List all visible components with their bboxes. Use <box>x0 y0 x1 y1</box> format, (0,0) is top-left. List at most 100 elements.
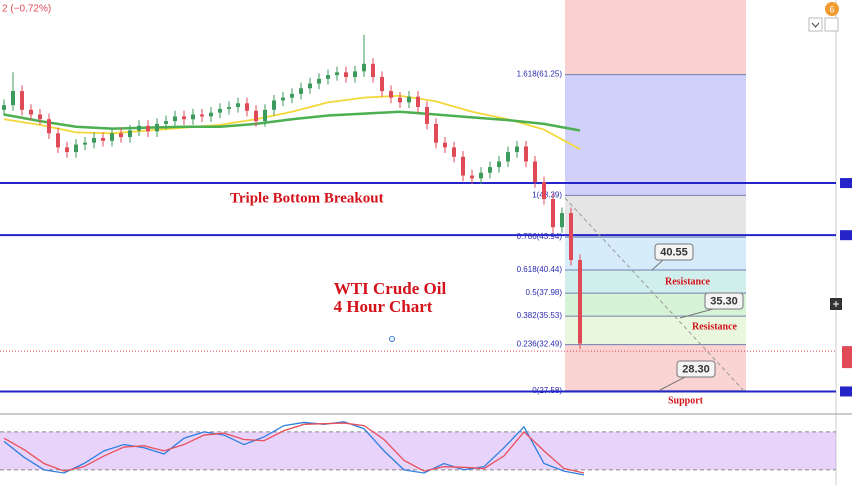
callout-note: Resistance <box>692 321 738 332</box>
candle-body <box>236 103 240 108</box>
candle-body <box>434 123 438 143</box>
moving-average <box>3 94 581 151</box>
candle-body <box>101 138 105 141</box>
callout-box <box>704 292 744 310</box>
candle-body <box>335 72 339 76</box>
candle-body <box>407 96 411 103</box>
icon <box>811 22 820 28</box>
candle-body <box>380 76 384 92</box>
fib-zone <box>565 0 746 75</box>
candle-body <box>551 199 555 228</box>
fib-zone <box>565 344 746 391</box>
last-price-marker <box>842 346 852 369</box>
callout-box <box>654 243 694 261</box>
notification-badge[interactable] <box>825 2 839 16</box>
annotation: WTI Crude Oil <box>334 279 447 298</box>
candle-body <box>524 146 528 162</box>
candle-body <box>56 133 60 148</box>
level-marker <box>840 230 852 241</box>
candle-body <box>92 138 96 143</box>
scroll-down-button[interactable] <box>808 17 823 32</box>
candle-body <box>362 63 366 72</box>
callout-note: Resistance <box>665 276 711 287</box>
candle-body <box>569 213 573 261</box>
callout-value: 35.30 <box>710 295 738 307</box>
annotation: 4 Hour Chart <box>334 297 433 316</box>
candle-body <box>146 125 150 132</box>
fib-zones <box>565 0 746 391</box>
candle-body <box>389 91 393 98</box>
settings-button[interactable] <box>824 17 839 32</box>
stochastic-line <box>3 422 585 474</box>
candle-body <box>506 152 510 162</box>
candle-body <box>74 144 78 153</box>
fib-zone <box>565 293 746 317</box>
candle-body <box>317 78 321 84</box>
candle-body <box>2 105 6 110</box>
fib-label: 1.618(61.25) <box>517 70 563 79</box>
candle-body <box>254 110 258 122</box>
fib-zone <box>565 269 746 294</box>
candle-body <box>488 167 492 173</box>
callout-value: 40.55 <box>660 246 688 258</box>
candle-body <box>83 142 87 145</box>
moving-average <box>3 110 581 132</box>
candle-body <box>281 97 285 101</box>
badge-count: 6 <box>829 4 834 14</box>
callout-box <box>676 360 716 378</box>
stochastic-band <box>0 431 836 470</box>
candle-body <box>11 91 15 106</box>
annotation: Triple Bottom Breakout <box>230 190 384 206</box>
candle-body <box>443 142 447 148</box>
callout-pointer <box>651 259 664 271</box>
callout-pointer <box>679 308 714 319</box>
candle-body <box>515 146 519 153</box>
candle-body <box>182 116 186 120</box>
candle-body <box>47 119 51 134</box>
fib-label: 0.382(35.53) <box>517 311 563 320</box>
candle-body <box>299 88 303 94</box>
candle-body <box>425 107 429 124</box>
candle-body <box>560 213 564 228</box>
candle-body <box>29 109 33 115</box>
candle-body <box>290 93 294 98</box>
candle-body <box>65 147 69 153</box>
candle-body <box>110 133 114 141</box>
trend-line <box>564 197 746 393</box>
icon <box>833 301 839 307</box>
fib-label: 0.236(32.49) <box>517 340 563 349</box>
candle-body <box>137 125 141 131</box>
callout-value: 28.30 <box>682 363 710 375</box>
candle-body <box>461 156 465 176</box>
candle-body <box>200 114 204 117</box>
fib-zone <box>565 316 746 345</box>
level-marker <box>840 178 852 189</box>
fib-label: 0.786(43.94) <box>517 232 563 241</box>
candle-body <box>128 130 132 138</box>
candle-body <box>371 63 375 77</box>
callout-pointer <box>659 376 686 391</box>
candle-body <box>209 112 213 117</box>
candle-body <box>533 161 537 183</box>
fib-zone <box>565 74 746 196</box>
candle-body <box>263 109 267 122</box>
candle-body <box>344 72 348 77</box>
stochastic-line <box>3 421 585 476</box>
candle-body <box>38 114 42 120</box>
marker <box>389 336 395 342</box>
level-marker <box>840 386 852 397</box>
candle-body <box>218 108 222 113</box>
price-pane: 1.618(61.25) 1(48.39) 0.786(43.94) 0.618(40… <box>0 34 852 406</box>
candle-body <box>191 114 195 120</box>
candle-body <box>416 96 420 108</box>
fib-label: 1(48.39) <box>532 190 562 199</box>
fib-label: 0.618(40.44) <box>517 265 563 274</box>
candle-body <box>20 91 24 110</box>
candle-body <box>227 107 231 109</box>
fib-label: 0(27.58) <box>532 386 562 395</box>
candle-body <box>308 83 312 89</box>
candle-body <box>578 260 582 344</box>
callout-note: Support <box>668 395 704 406</box>
